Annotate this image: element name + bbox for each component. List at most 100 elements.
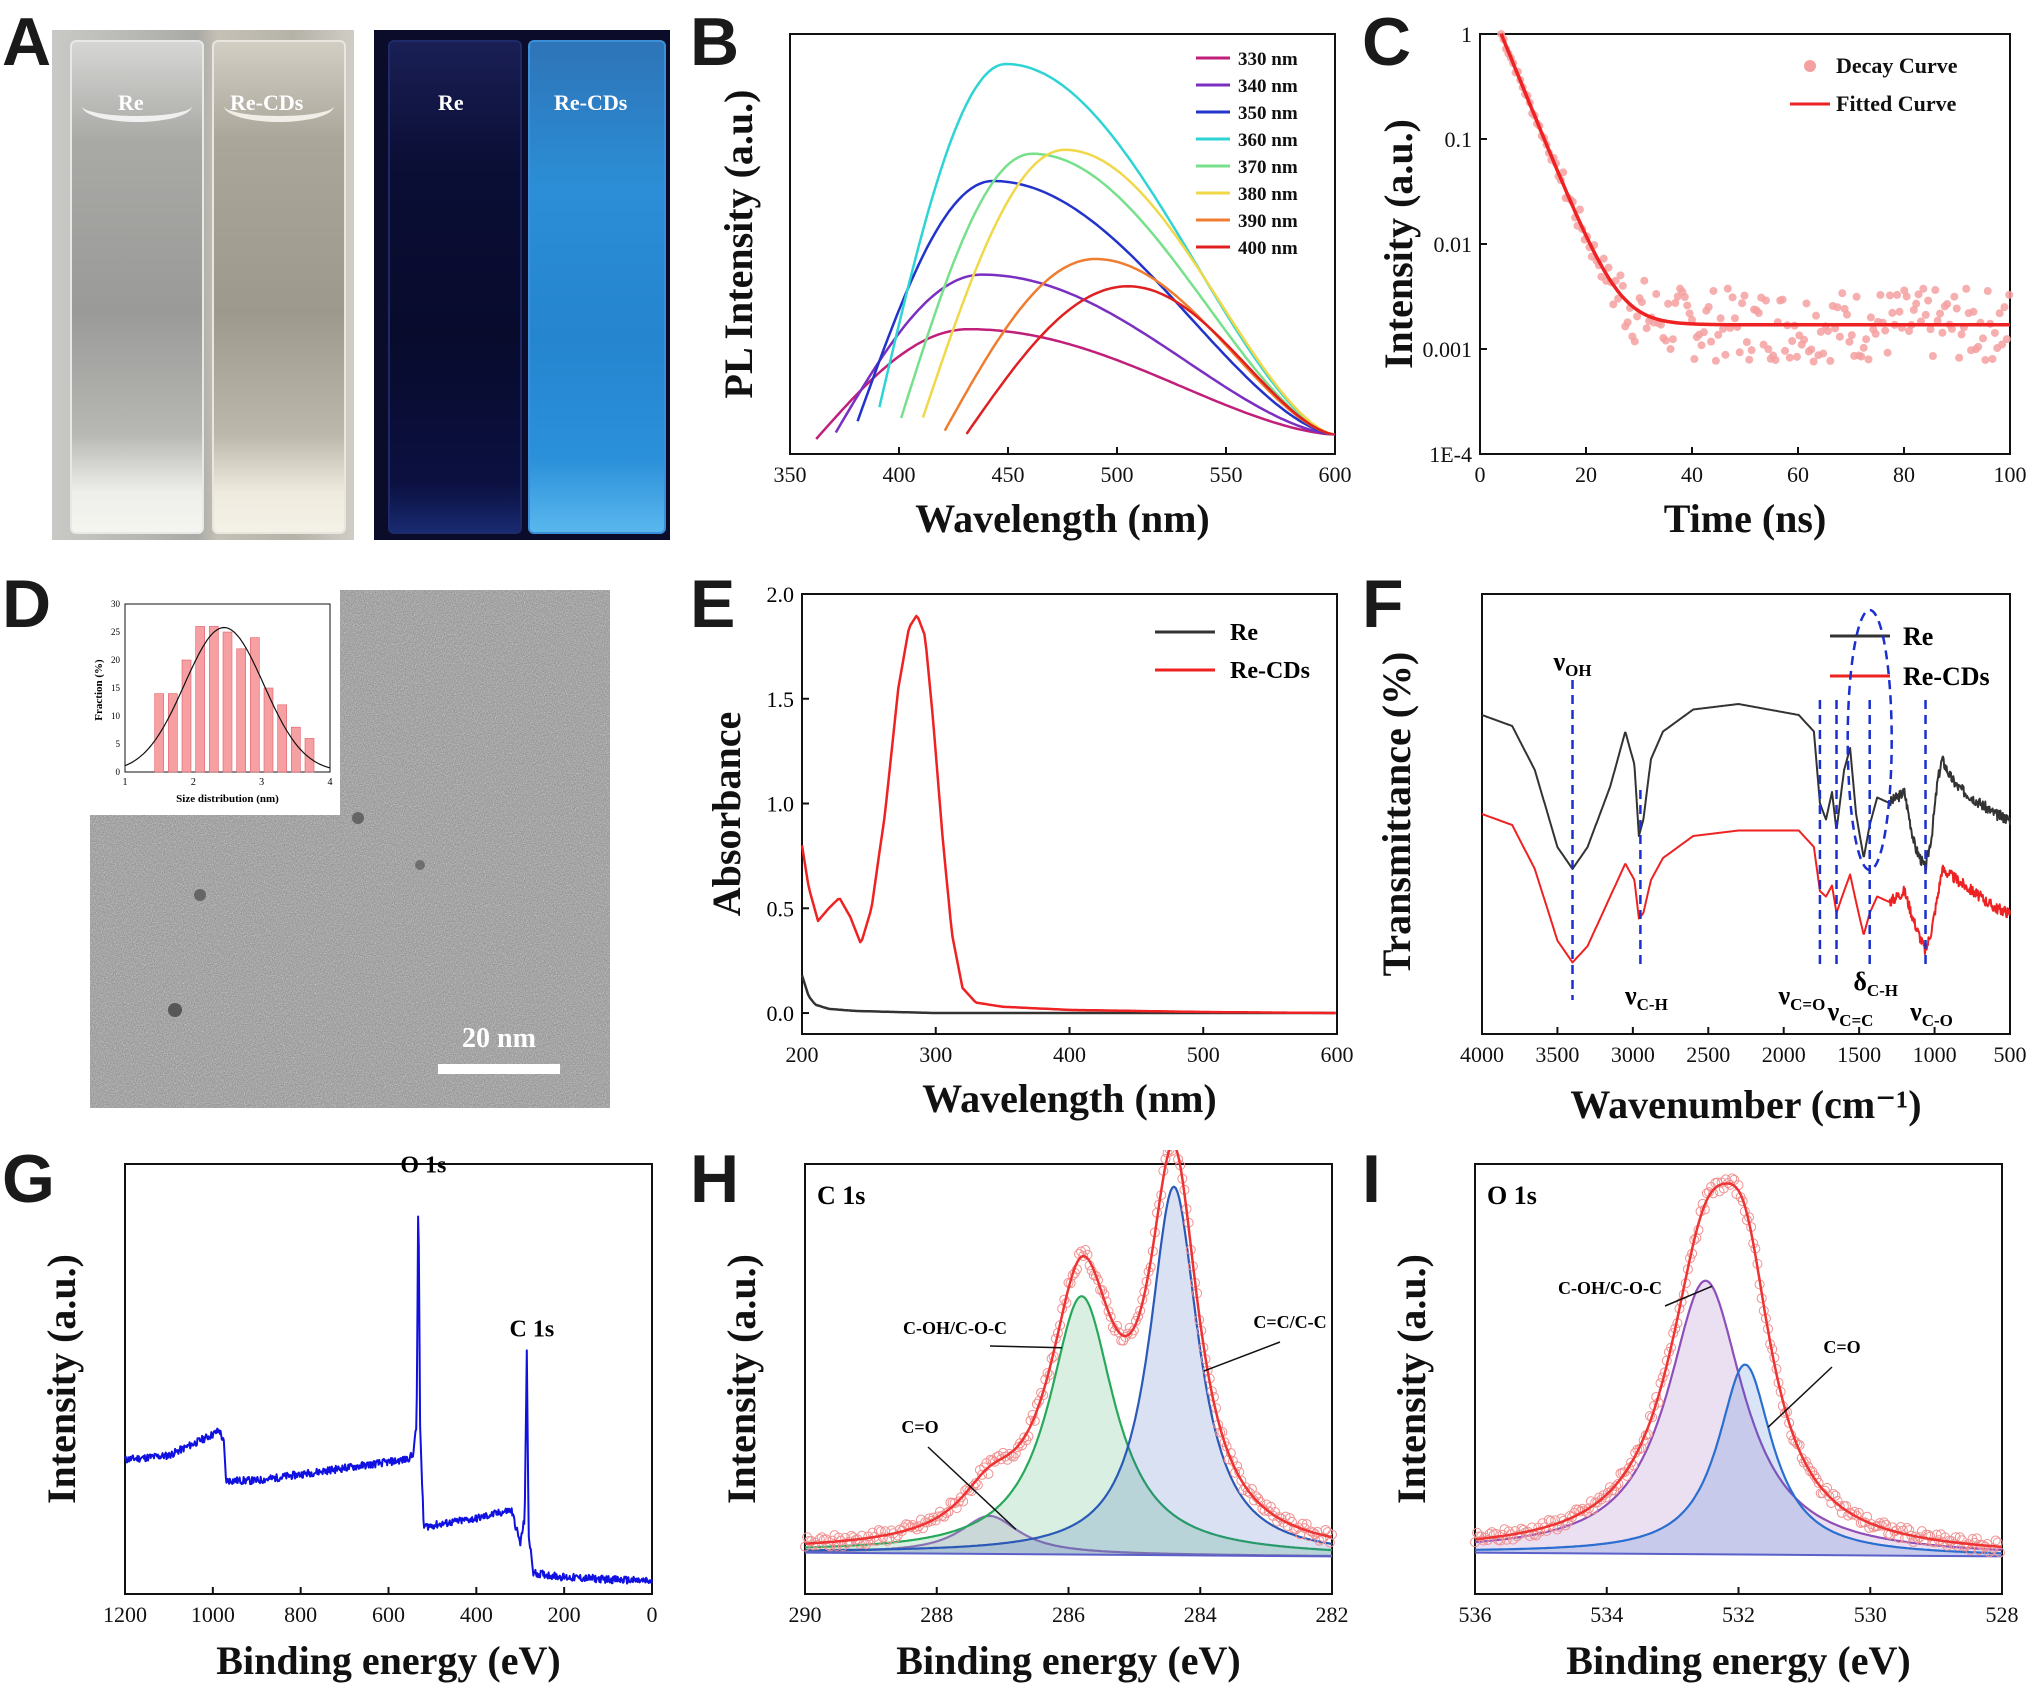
component-peak bbox=[805, 1295, 1333, 1552]
decay-point bbox=[1812, 311, 1821, 320]
pl-curve bbox=[878, 62, 1334, 436]
decay-point bbox=[1721, 350, 1730, 359]
raw-data-point bbox=[941, 1508, 952, 1519]
decay-point bbox=[1771, 355, 1780, 364]
y-tick-label: 10 bbox=[111, 711, 121, 721]
raw-data-point bbox=[1478, 1535, 1489, 1546]
decay-point bbox=[1735, 348, 1744, 357]
x-tick-label: 2 bbox=[191, 777, 196, 788]
decay-point bbox=[1618, 281, 1627, 290]
photo-uv-light: Re Re-CDs bbox=[374, 30, 670, 540]
x-axis-label: Wavelength (nm) bbox=[915, 496, 1209, 541]
decay-point bbox=[1871, 329, 1880, 338]
nanoparticle bbox=[168, 1003, 182, 1017]
raw-data-point bbox=[856, 1530, 867, 1541]
decay-point bbox=[1852, 292, 1861, 301]
chart-size-distribution: 1 2 3 4 0 5 10 15 20 25 30 Size distribution (nm) Fr… bbox=[90, 590, 340, 815]
x-tick-label: 282 bbox=[1316, 1602, 1349, 1627]
decay-point bbox=[1728, 293, 1737, 302]
decay-point bbox=[1616, 271, 1625, 280]
decay-point bbox=[1792, 352, 1801, 361]
component-label: C-OH/C-O-C bbox=[903, 1318, 1007, 1338]
raw-data-point bbox=[1122, 1328, 1133, 1339]
x-tick-label: 290 bbox=[789, 1602, 822, 1627]
x-tick-label: 500 bbox=[1101, 462, 1134, 487]
x-tick-label: 4 bbox=[328, 777, 333, 788]
raw-data-point bbox=[1965, 1545, 1976, 1556]
decay-point bbox=[1652, 290, 1661, 299]
y-tick-label: 1 bbox=[1461, 22, 1472, 47]
decay-point bbox=[1664, 299, 1673, 308]
decay-point bbox=[1926, 325, 1935, 334]
x-tick-label: 60 bbox=[1787, 462, 1809, 487]
decay-point bbox=[1668, 335, 1677, 344]
y-tick-label: 0.5 bbox=[767, 896, 795, 921]
decay-point bbox=[2000, 303, 2009, 312]
decay-point bbox=[1680, 292, 1689, 301]
histogram-bar bbox=[222, 631, 233, 773]
plot-frame bbox=[124, 1163, 653, 1595]
decay-point bbox=[1764, 345, 1773, 354]
raw-data-point bbox=[1990, 1535, 2001, 1546]
x-axis-label: Size distribution (nm) bbox=[176, 793, 279, 805]
x-tick-label: 500 bbox=[1994, 1042, 2027, 1067]
component-label: C-OH/C-O-C bbox=[1558, 1278, 1662, 1298]
panel-letter-g: G bbox=[2, 1141, 55, 1217]
x-tick-label: 450 bbox=[992, 462, 1025, 487]
raw-data-point bbox=[1008, 1451, 1019, 1462]
decay-point bbox=[1981, 355, 1990, 364]
decay-point bbox=[1847, 331, 1856, 340]
pl-curve bbox=[856, 179, 1334, 436]
histogram-bar bbox=[304, 738, 315, 773]
peak-label: O 1s bbox=[400, 1153, 446, 1179]
decay-point bbox=[1723, 284, 1732, 293]
x-tick-label: 0 bbox=[1475, 462, 1486, 487]
decay-point bbox=[1888, 308, 1897, 317]
decay-point bbox=[1885, 291, 1894, 300]
nanoparticle bbox=[415, 860, 425, 870]
absorbance-curve bbox=[800, 614, 1336, 1015]
y-tick-label: 25 bbox=[111, 627, 121, 637]
decay-point bbox=[1761, 296, 1770, 305]
histogram-bar bbox=[154, 693, 164, 773]
decay-point bbox=[2005, 290, 2014, 299]
decay-point bbox=[1988, 354, 1997, 363]
raw-data-point bbox=[1830, 1490, 1841, 1501]
meniscus-re bbox=[82, 90, 192, 122]
x-tick-label: 350 bbox=[774, 462, 807, 487]
legend-label: 370 nm bbox=[1238, 157, 1298, 178]
decay-point bbox=[1943, 300, 1952, 309]
chart-xps-o1s: 536 534 532 530 528 Binding energy (eV) Intens… bbox=[1389, 1163, 2019, 1683]
legend-swatch bbox=[1804, 60, 1816, 72]
band-label: νC-H bbox=[1624, 981, 1668, 1014]
decay-point bbox=[1938, 328, 1947, 337]
decay-point bbox=[1998, 340, 2007, 349]
decay-point bbox=[1933, 316, 1942, 325]
decay-point bbox=[1978, 334, 1987, 343]
x-tick-label: 2000 bbox=[1762, 1042, 1806, 1067]
raw-data-point bbox=[1625, 1457, 1636, 1468]
component-peak bbox=[805, 1185, 1333, 1552]
decay-point bbox=[1845, 337, 1854, 346]
y-tick-label: 20 bbox=[111, 655, 121, 665]
chart-uv-absorbance: 200 300 400 500 600 Wavelength (nm) Absorbance… bbox=[704, 582, 1354, 1121]
decay-point bbox=[1788, 337, 1797, 346]
decay-point bbox=[1785, 353, 1794, 362]
decay-point bbox=[1778, 295, 1787, 304]
decay-point bbox=[1969, 307, 1978, 316]
x-tick-label: 40 bbox=[1681, 462, 1703, 487]
band-region-highlight bbox=[1846, 608, 1893, 872]
cuvette-label: Re-CDs bbox=[230, 90, 304, 115]
decay-point bbox=[1719, 324, 1728, 333]
legend-label: Re-CDs bbox=[1903, 662, 1990, 691]
y-tick-label: 0.0 bbox=[767, 1001, 795, 1026]
decay-point bbox=[1936, 309, 1945, 318]
decay-point bbox=[1623, 318, 1632, 327]
chart-pl-decay: 0 20 40 60 80 100 Time (ns) Intensity (a.u.) 1E-… bbox=[1376, 22, 2027, 541]
decay-point bbox=[1740, 291, 1749, 300]
raw-data-point bbox=[1611, 1481, 1622, 1492]
decay-point bbox=[1924, 296, 1933, 305]
chart-xps-c1s: 290 288 286 284 282 Binding energy (eV) Intens… bbox=[719, 1150, 1349, 1683]
decay-point bbox=[1823, 327, 1832, 336]
raw-data-point bbox=[1784, 1417, 1795, 1428]
